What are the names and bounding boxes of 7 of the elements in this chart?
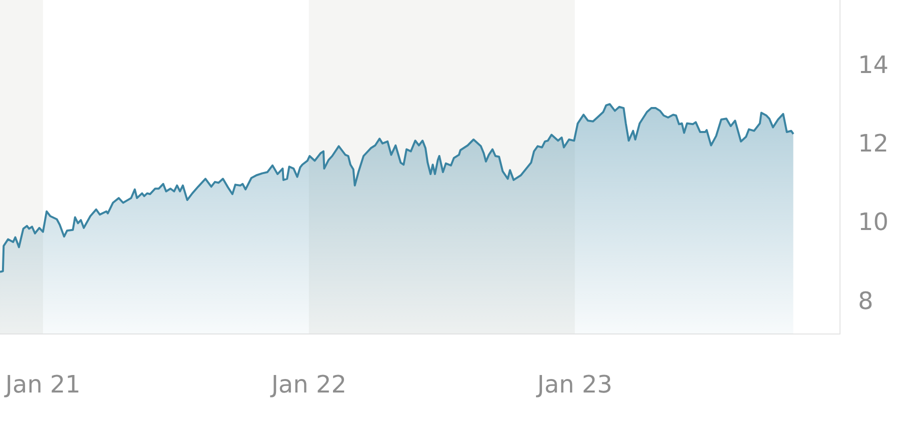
x-tick-label: Jan 22 (269, 370, 346, 399)
x-tick-label: Jan 21 (3, 370, 81, 399)
x-tick-label: Jan 23 (535, 370, 612, 399)
y-tick-label: 8 (858, 286, 874, 315)
y-tick-label: 12 (858, 130, 889, 158)
y-tick-label: 14 (858, 51, 889, 80)
y-tick-label: 10 (858, 208, 889, 236)
